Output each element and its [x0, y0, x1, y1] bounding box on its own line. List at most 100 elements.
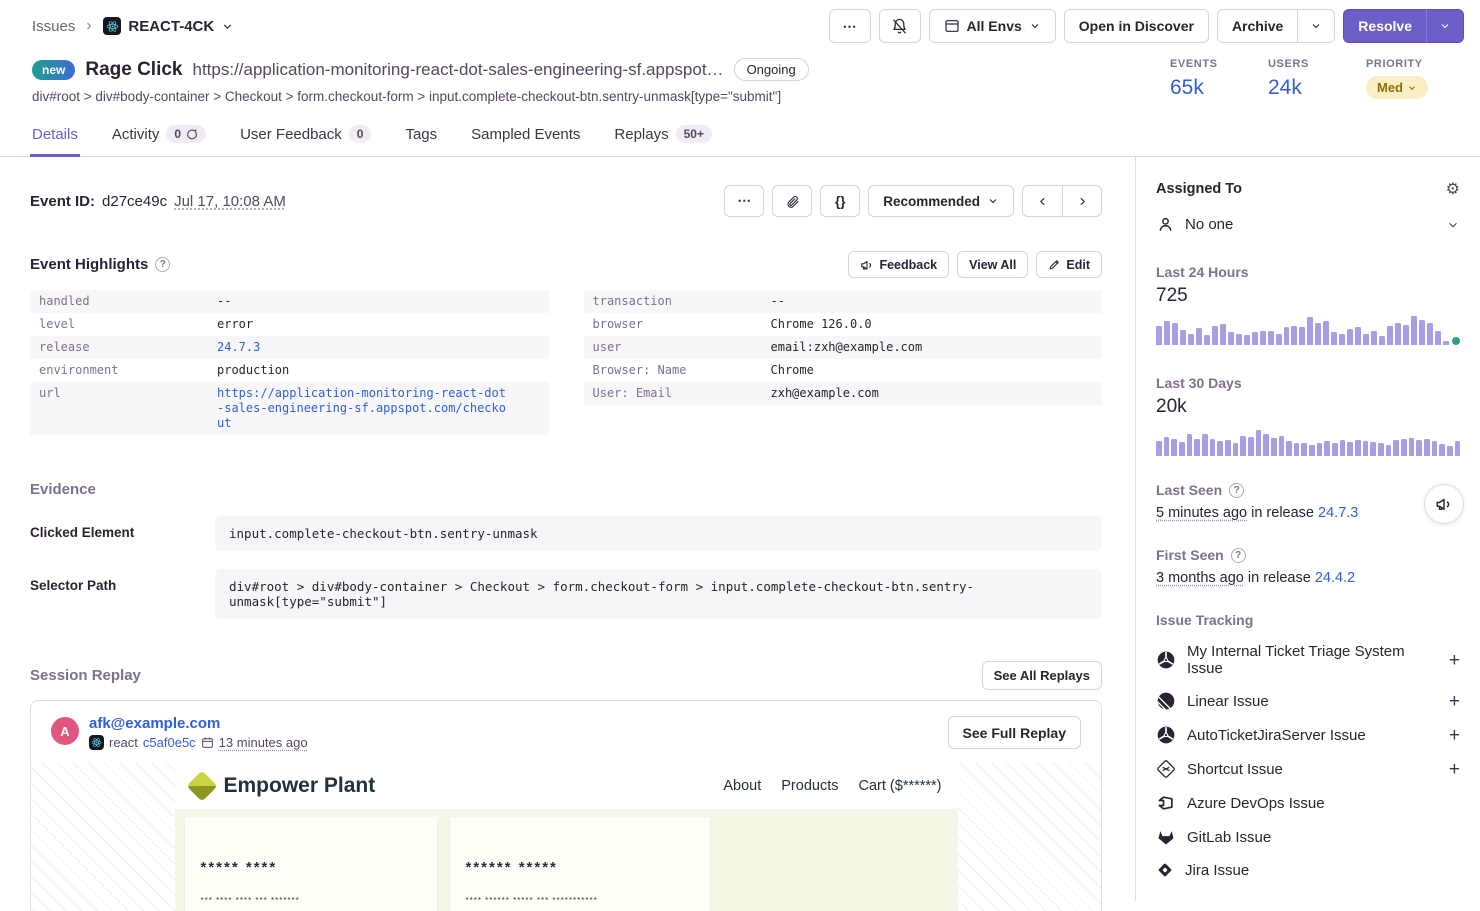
- last-30-days-chart: [1156, 426, 1461, 456]
- histogram-bar: [1307, 317, 1314, 345]
- replay-time-ago[interactable]: 13 minutes ago: [218, 735, 308, 750]
- release-link[interactable]: 24.7.3: [217, 340, 261, 354]
- gitlab-icon: [1158, 831, 1174, 845]
- histogram-bar: [1217, 441, 1223, 456]
- bell-slash-icon: [893, 18, 906, 34]
- archive-dropdown-button[interactable]: [1297, 9, 1336, 43]
- chevron-down-icon: [1441, 24, 1449, 29]
- product-title: ***** ****: [200, 859, 278, 876]
- clicked-element-value: input.complete-checkout-btn.sentry-unmas…: [215, 516, 1102, 551]
- histogram-bar: [1339, 334, 1346, 345]
- histogram-bar: [1355, 439, 1361, 456]
- first-seen-time[interactable]: 3 months ago: [1156, 570, 1244, 586]
- add-issue-button[interactable]: +: [1448, 690, 1460, 712]
- last-30-days-label: Last 30 Days: [1156, 375, 1242, 391]
- histogram-bar: [1362, 441, 1369, 456]
- view-all-button[interactable]: View All: [957, 251, 1029, 278]
- megaphone-icon: [1436, 498, 1450, 510]
- help-icon[interactable]: ?: [1230, 547, 1246, 563]
- mute-notifications-button[interactable]: [878, 9, 921, 43]
- tab-user-feedback[interactable]: User Feedback 0: [238, 116, 373, 157]
- site-brand-name: Empower Plant: [223, 773, 376, 797]
- highlights-table-left: handled -- level error release 24.7.3 envir…: [30, 290, 549, 435]
- help-icon[interactable]: ?: [155, 257, 171, 272]
- histogram-bar: [1283, 327, 1290, 345]
- clicked-element-label: Clicked Element: [30, 525, 135, 540]
- histogram-bar: [1240, 435, 1246, 456]
- histogram-bar: [1194, 438, 1200, 456]
- histogram-bar: [1403, 325, 1409, 345]
- highlights-table-right: transaction -- browser Chrome 126.0.0 user…: [583, 290, 1102, 405]
- histogram-bar: [1431, 441, 1438, 456]
- event-sort-dropdown[interactable]: Recommended: [868, 185, 1014, 217]
- environment-filter-label: All Envs: [966, 18, 1022, 34]
- replay-viewport[interactable]: Empower Plant About Products Cart ($****…: [31, 762, 1101, 911]
- details-main: Event ID: d27ce49c Jul 17, 10:08 AM ⋯ {}…: [0, 157, 1135, 911]
- event-timestamp[interactable]: Jul 17, 10:08 AM: [174, 192, 286, 210]
- histogram-bar: [1378, 443, 1384, 456]
- status-badge: Ongoing: [733, 58, 809, 81]
- chevron-down-icon: [989, 199, 997, 204]
- feedback-button[interactable]: Feedback: [848, 251, 950, 278]
- histogram-bar: [1418, 319, 1425, 345]
- feedback-fab-button[interactable]: [1424, 484, 1464, 524]
- highlight-row: user email:zxh@example.com: [583, 336, 1102, 359]
- tab-replays[interactable]: Replays 50+: [612, 116, 714, 157]
- open-in-discover-button[interactable]: Open in Discover: [1063, 9, 1209, 43]
- add-issue-button[interactable]: +: [1448, 758, 1460, 780]
- help-icon[interactable]: ?: [1229, 482, 1245, 498]
- breadcrumb: Issues REACT-4CK: [32, 17, 234, 35]
- avatar: A: [51, 717, 79, 745]
- replay-id-link[interactable]: c5af0e5c: [142, 735, 196, 750]
- environment-filter-button[interactable]: All Envs: [928, 9, 1056, 43]
- gear-icon[interactable]: ⚙: [1445, 181, 1460, 198]
- breadcrumb-issues-link[interactable]: Issues: [32, 17, 76, 35]
- last-seen-release-link[interactable]: 24.7.3: [1318, 505, 1359, 521]
- add-issue-button[interactable]: +: [1448, 649, 1460, 671]
- tab-sampled-events[interactable]: Sampled Events: [471, 125, 581, 143]
- chevron-down-icon: [1409, 85, 1415, 90]
- project-selector[interactable]: REACT-4CK: [103, 17, 234, 35]
- event-id-label: Event ID:: [30, 192, 96, 210]
- next-event-button[interactable]: [1062, 185, 1102, 217]
- resolve-dropdown-button[interactable]: [1426, 9, 1464, 43]
- histogram-bar: [1323, 321, 1330, 345]
- see-all-replays-button[interactable]: See All Replays: [981, 661, 1102, 690]
- assignee-dropdown[interactable]: No one: [1156, 215, 1460, 234]
- events-stat-value[interactable]: 65k: [1170, 76, 1204, 99]
- assigned-to-title: Assigned To: [1156, 181, 1242, 197]
- event-more-button[interactable]: ⋯: [724, 185, 765, 217]
- more-actions-button[interactable]: ⋯: [828, 9, 871, 43]
- histogram-bar: [1224, 440, 1231, 456]
- users-stat-value[interactable]: 24k: [1268, 76, 1302, 99]
- previous-event-button[interactable]: [1022, 185, 1062, 217]
- see-full-replay-button[interactable]: See Full Replay: [947, 716, 1081, 749]
- histogram-bar: [1275, 334, 1282, 345]
- highlight-row: environment production: [39, 363, 290, 377]
- histogram-bar: [1156, 326, 1162, 345]
- add-issue-button[interactable]: +: [1448, 724, 1460, 746]
- edit-button[interactable]: Edit: [1036, 251, 1102, 278]
- histogram-bar: [1347, 441, 1354, 456]
- archive-button[interactable]: Archive: [1216, 9, 1298, 43]
- tab-tags[interactable]: Tags: [405, 125, 438, 143]
- user-feedback-count: 0: [348, 125, 372, 143]
- histogram-bar: [1270, 438, 1277, 456]
- priority-dropdown[interactable]: Med: [1366, 76, 1428, 99]
- histogram-bar: [1379, 336, 1386, 345]
- highlight-row: User: Email zxh@example.com: [583, 382, 1102, 405]
- last-seen-label: Last Seen: [1156, 482, 1223, 498]
- histogram-bar: [1247, 437, 1254, 456]
- tab-details[interactable]: Details: [30, 116, 80, 157]
- replay-user-link[interactable]: afk@example.com: [89, 715, 221, 732]
- histogram-bar: [1219, 324, 1226, 345]
- first-seen-release-link[interactable]: 24.4.2: [1314, 570, 1356, 586]
- chevron-down-icon: [1031, 24, 1039, 29]
- last-seen-time[interactable]: 5 minutes ago: [1156, 505, 1248, 521]
- site-nav-products: Products: [781, 777, 839, 794]
- tab-activity[interactable]: Activity 0: [110, 116, 208, 157]
- event-attachments-button[interactable]: [772, 185, 813, 217]
- event-json-button[interactable]: {}: [820, 185, 861, 217]
- resolve-button[interactable]: Resolve: [1343, 9, 1426, 43]
- url-link[interactable]: https://application-monitoring-react-dot…: [217, 386, 506, 430]
